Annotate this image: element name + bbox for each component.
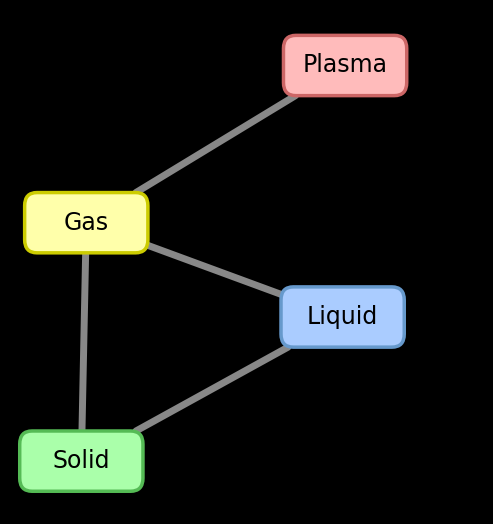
FancyBboxPatch shape bbox=[20, 431, 143, 492]
Text: Gas: Gas bbox=[64, 211, 109, 235]
FancyBboxPatch shape bbox=[281, 287, 404, 347]
Text: Plasma: Plasma bbox=[303, 53, 387, 78]
FancyBboxPatch shape bbox=[283, 36, 407, 95]
FancyBboxPatch shape bbox=[25, 193, 148, 253]
Text: Solid: Solid bbox=[53, 449, 110, 473]
Text: Liquid: Liquid bbox=[307, 305, 378, 329]
